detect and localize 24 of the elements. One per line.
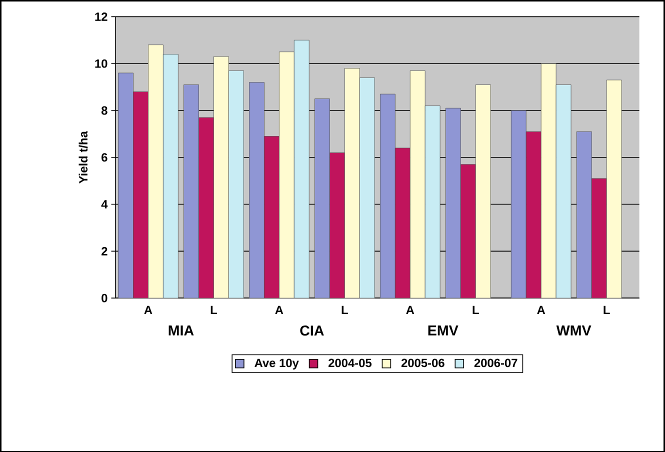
y-tick-label: 12 [95, 12, 108, 21]
y-tick-label: 10 [95, 59, 108, 68]
x-tick-label: A [275, 306, 284, 314]
x-tick-label: A [537, 306, 546, 314]
y-tick-label: 2 [102, 246, 108, 256]
y-tick-label: 0 [102, 294, 108, 302]
legend-label: 2005-06 [401, 358, 444, 367]
y-tick-label: 8 [101, 106, 108, 114]
legend-label: Ave 10y [254, 358, 299, 370]
y-tick-label: 4 [101, 200, 108, 208]
y-axis-title: Yield t/ha [78, 130, 88, 184]
x-tick-label: L [210, 306, 217, 314]
x-tick-label: A [144, 306, 152, 314]
text: EMV [428, 325, 458, 336]
y-tick-label: 6 [102, 152, 108, 162]
x-tick-label: A [406, 306, 414, 314]
x-tick-label: L [342, 306, 348, 314]
text: MIA [168, 325, 194, 336]
x-tick-label: L [472, 306, 479, 314]
text: CIA [300, 325, 324, 336]
legend-label: 2006-07 [474, 358, 518, 367]
x-tick-label: L [604, 306, 610, 314]
text: WMV [556, 325, 592, 336]
legend-label: 2004-05 [328, 358, 372, 367]
